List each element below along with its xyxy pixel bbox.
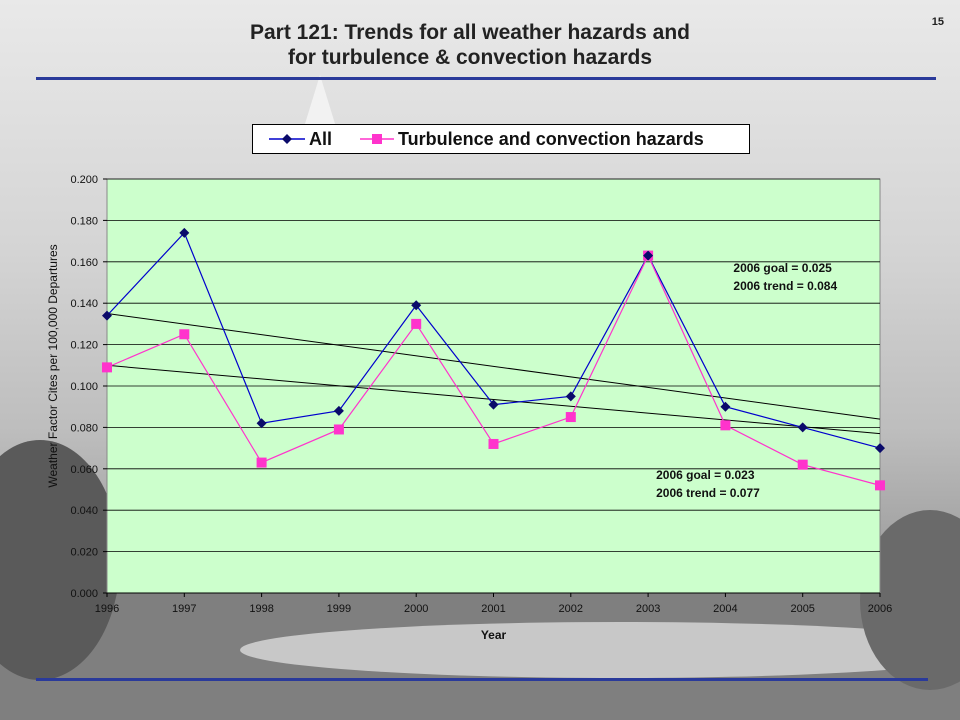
data-point-all xyxy=(102,310,112,321)
y-tick-label: 0.020 xyxy=(70,547,98,559)
legend-swatch-turbulence xyxy=(360,134,395,144)
data-point-turbulence xyxy=(256,457,267,468)
data-point-all xyxy=(643,250,654,261)
bottom-divider xyxy=(36,678,928,681)
x-tick-label: 1999 xyxy=(327,603,351,615)
trend-line-all xyxy=(106,313,881,420)
x-tick-label: 1996 xyxy=(95,603,119,615)
data-point-turbulence xyxy=(565,412,576,423)
x-tick-label: 2000 xyxy=(404,603,428,615)
annotation-text: 2006 goal = 0.023 xyxy=(656,468,755,482)
y-tick-label: 0.140 xyxy=(70,298,98,310)
x-tick-label: 2002 xyxy=(559,603,583,615)
y-tick-label: 0.180 xyxy=(70,215,98,227)
data-point-all xyxy=(179,227,190,238)
x-tick-label: 2003 xyxy=(636,603,660,615)
x-axis-ticks: 1996 1997 1998 1999 2000 2001 2002 2003 2004 2005… xyxy=(95,592,892,615)
data-point-all xyxy=(875,443,885,454)
tree-right xyxy=(860,510,960,690)
annotation-text: 2006 trend = 0.077 xyxy=(656,486,760,500)
data-point-turbulence xyxy=(333,424,344,435)
x-tick-label: 2004 xyxy=(713,603,737,615)
trend-lines xyxy=(106,313,881,435)
y-tick-label: 0.120 xyxy=(70,340,98,352)
data-point-turbulence xyxy=(102,362,112,373)
x-tick-label: 2005 xyxy=(790,603,814,615)
title-line-2: for turbulence & convection hazards xyxy=(287,46,653,69)
data-point-all xyxy=(488,399,499,410)
data-point-all xyxy=(720,401,731,412)
monument-spire xyxy=(300,75,340,140)
legend-item-all: All xyxy=(269,129,332,150)
x-tick-label: 1998 xyxy=(249,603,273,615)
data-point-turbulence xyxy=(488,438,499,449)
data-point-turbulence xyxy=(179,329,190,340)
x-tick-label: 1997 xyxy=(172,603,196,615)
y-axis-title: Weather Factor Cites per 100,000 Departu… xyxy=(46,244,60,487)
y-tick-label: 0.080 xyxy=(70,422,98,434)
tree-left xyxy=(0,440,120,680)
y-axis-ticks: 0.000 0.020 0.040 0.060 0.080 0.100 0.120 0.140… xyxy=(70,174,98,600)
chart-legend: All Turbulence and convection hazards xyxy=(252,124,750,154)
legend-item-turbulence: Turbulence and convection hazards xyxy=(360,129,704,150)
legend-label-turbulence: Turbulence and convection hazards xyxy=(398,128,704,149)
x-axis-title: Year xyxy=(481,628,507,642)
y-tick-label: 0.060 xyxy=(70,464,98,476)
page-title: Part 121: Trends for all weather hazards… xyxy=(140,20,800,70)
y-tick-label: 0.160 xyxy=(70,257,98,269)
data-point-all xyxy=(256,418,267,429)
data-point-all xyxy=(797,422,808,433)
page-number: 15 xyxy=(931,16,944,28)
annotation-text: 2006 trend = 0.084 xyxy=(733,279,837,293)
legend-label-all: All xyxy=(309,128,333,149)
data-point-turbulence xyxy=(875,480,885,491)
y-tick-label: 0.040 xyxy=(70,505,98,517)
legend-swatch-all xyxy=(269,134,305,144)
data-point-turbulence xyxy=(797,459,808,470)
y-tick-label: 0.000 xyxy=(70,588,98,600)
data-point-all xyxy=(333,405,344,416)
lawn-area xyxy=(240,622,960,678)
x-tick-label: 2006 xyxy=(868,603,892,615)
annotations: 2006 goal = 0.025 2006 trend = 0.084 2006 … xyxy=(656,261,837,500)
title-line-1: Part 121: Trends for all weather hazards… xyxy=(250,21,690,44)
series-markers xyxy=(102,227,885,491)
trend-line-turbulence xyxy=(106,364,881,435)
annotation-text: 2006 goal = 0.025 xyxy=(733,261,832,275)
y-tick-label: 0.200 xyxy=(70,174,98,186)
data-point-turbulence xyxy=(720,420,731,431)
data-point-all xyxy=(565,391,576,402)
x-tick-label: 2001 xyxy=(481,603,505,615)
data-point-turbulence xyxy=(411,318,422,329)
top-divider xyxy=(36,77,936,80)
data-point-all xyxy=(411,300,422,311)
y-tick-label: 0.100 xyxy=(70,381,98,393)
gridlines xyxy=(103,178,880,594)
